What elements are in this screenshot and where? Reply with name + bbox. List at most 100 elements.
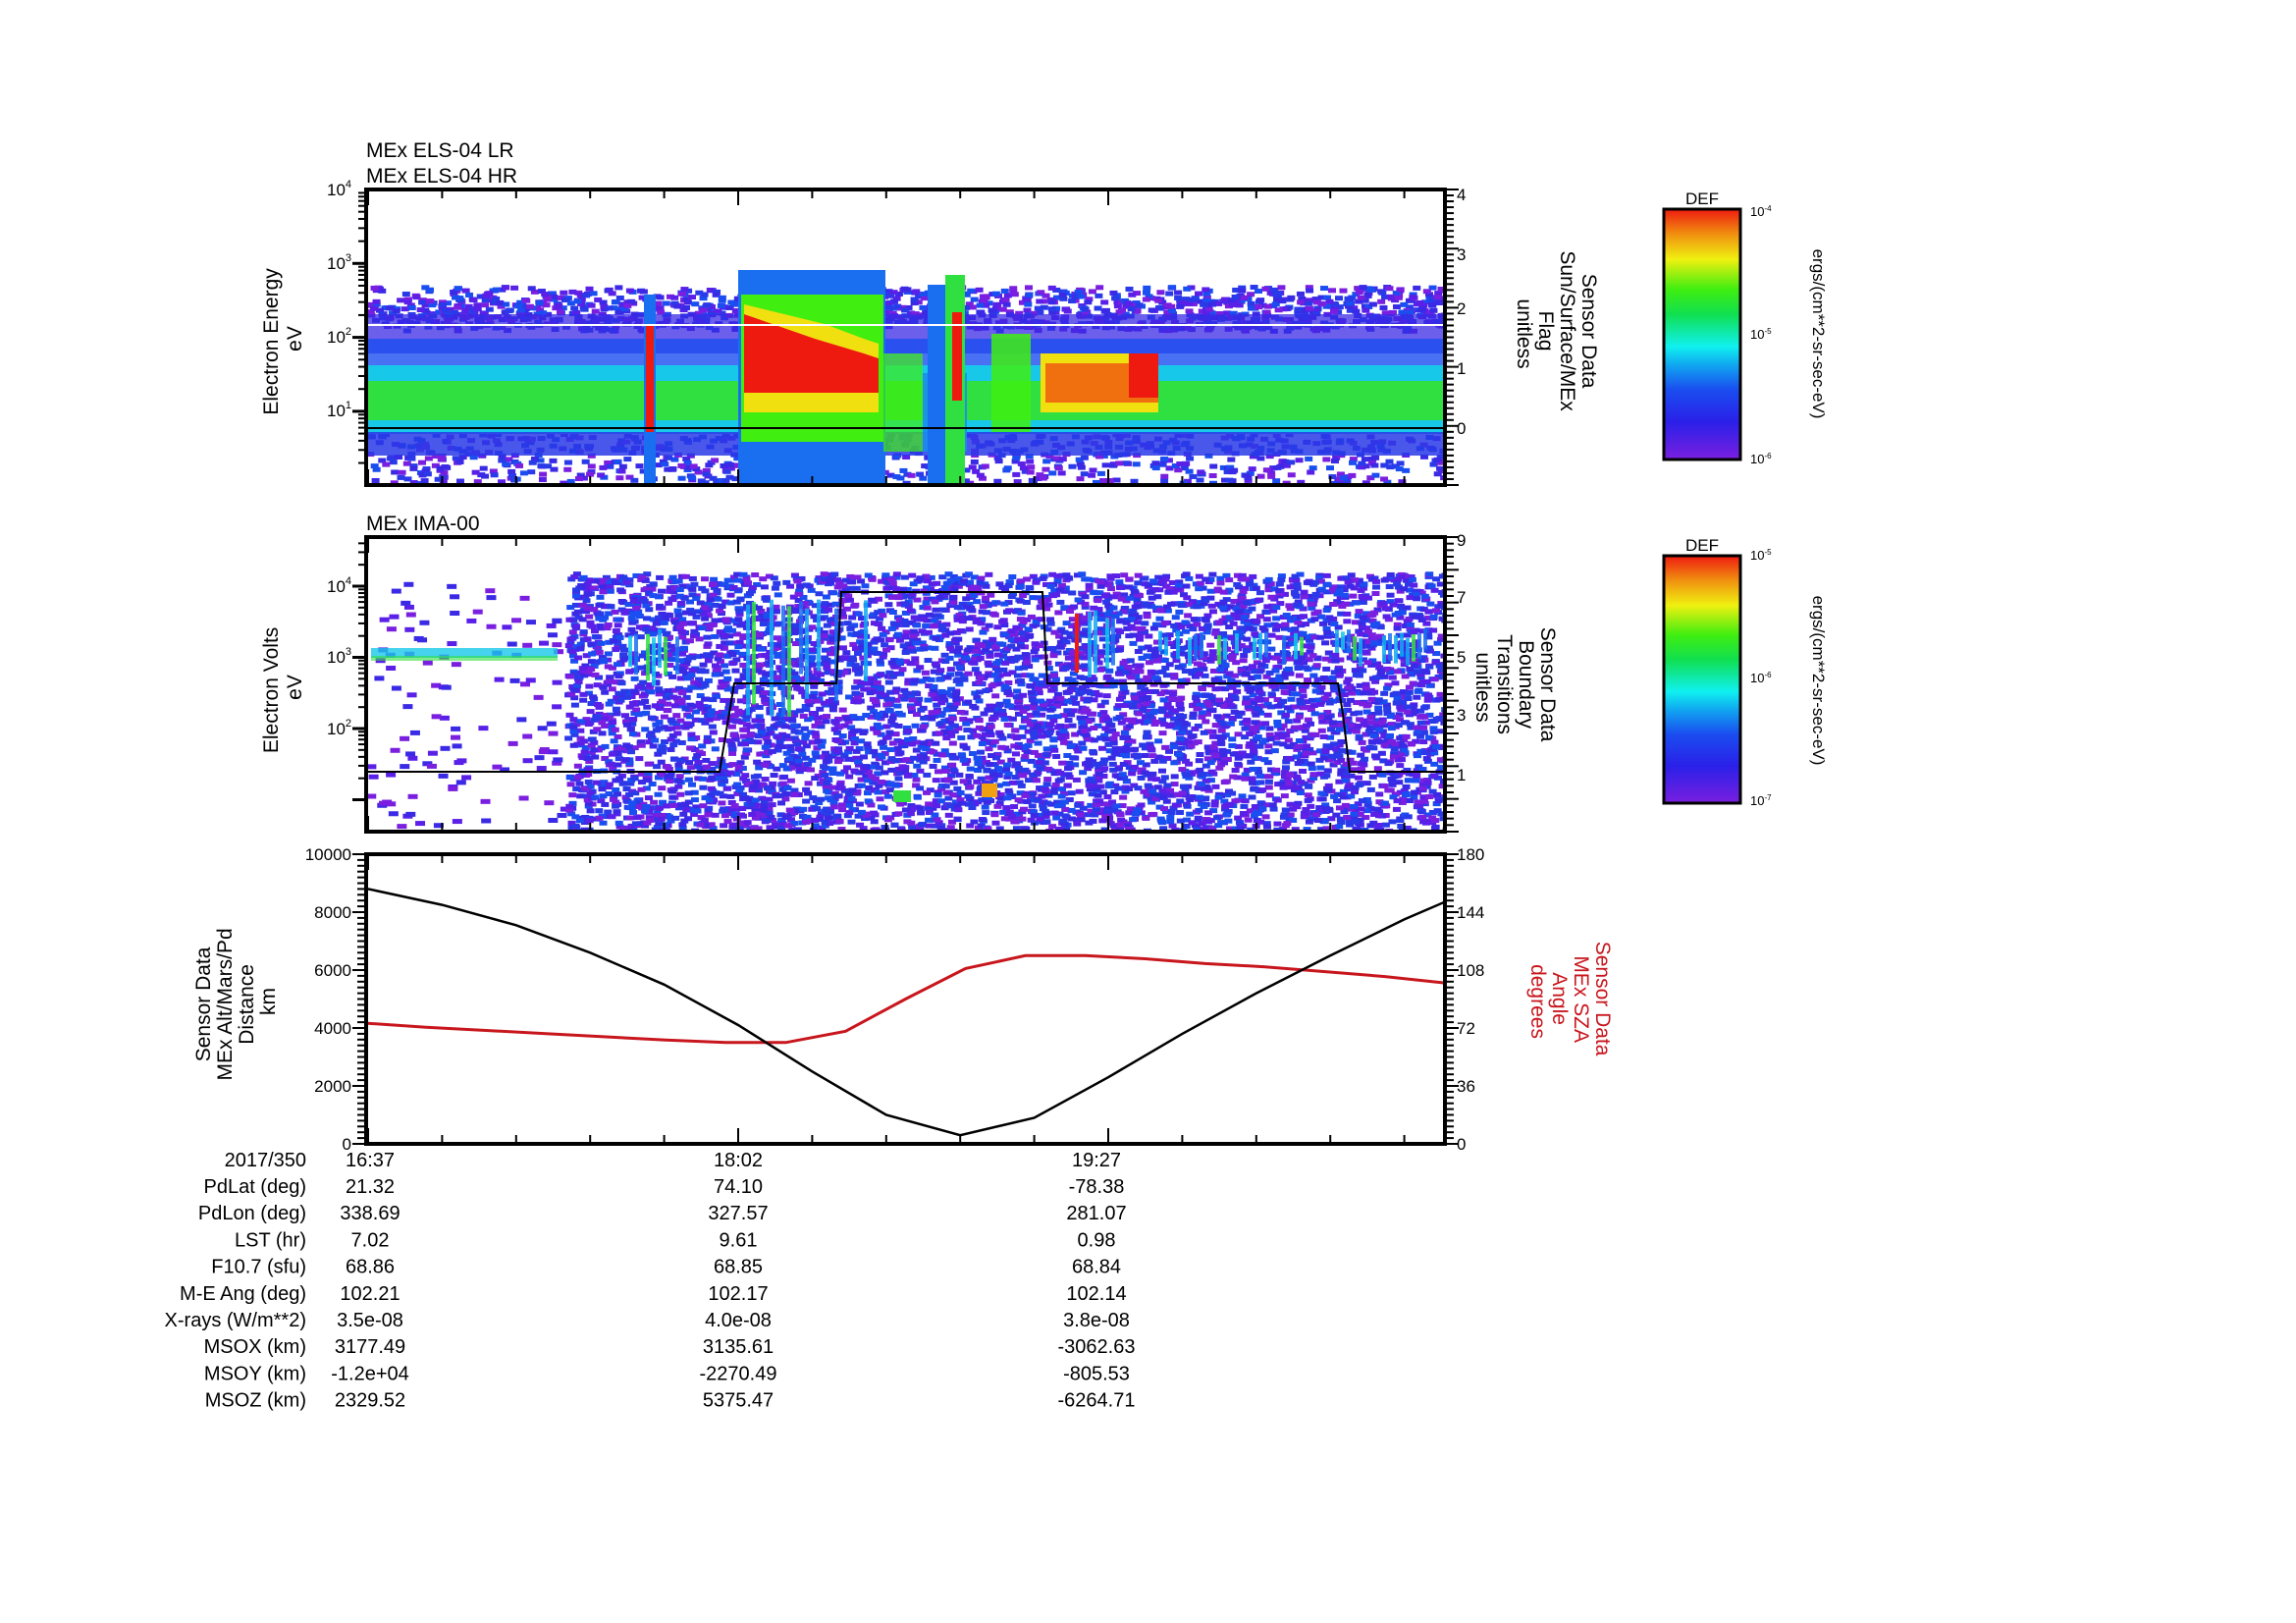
ima-cbar-tick-1e-5: 10-5 [1750, 548, 1772, 563]
els-rtick-1: 1 [1457, 359, 1466, 378]
orbit-rtick-36: 36 [1457, 1077, 1475, 1096]
orbit-ytick-2000: 2000 [314, 1077, 351, 1096]
orbit-right-axis [1445, 853, 1459, 1145]
els-x-ticks [367, 189, 1406, 485]
sza-line [366, 953, 1445, 1045]
eph-row-value: 3.8e-08 [1063, 1310, 1130, 1331]
orbit-ytick-0: 0 [343, 1135, 351, 1154]
orbit-panel: 10000 8000 6000 4000 2000 0 180 144 108 … [192, 845, 1614, 1154]
eph-row-value: 3135.61 [703, 1336, 774, 1358]
els-title-hr: MEx ELS-04 HR [366, 165, 517, 188]
ima-spectrogram [366, 571, 1445, 832]
ima-ytick-1e2: 102 [327, 718, 351, 738]
orbit-ytick-4000: 4000 [314, 1019, 351, 1038]
eph-row-value: -78.38 [1069, 1176, 1125, 1198]
eph-row-value: 0.98 [1078, 1229, 1116, 1251]
eph-row-label: X-rays (W/m**2) [165, 1310, 306, 1331]
eph-row-label: F10.7 (sfu) [211, 1257, 306, 1278]
eph-row-value: 102.21 [340, 1283, 400, 1305]
els-rtick-2: 2 [1457, 299, 1466, 318]
eph-row-label: LST (hr) [235, 1229, 306, 1251]
ima-rtick-3: 3 [1457, 706, 1466, 725]
eph-row-value: 5375.47 [703, 1390, 774, 1412]
els-cbar-tick-1e-5: 10-5 [1750, 327, 1772, 342]
eph-row-value: -2270.49 [700, 1363, 777, 1384]
els-rtick-0: 0 [1457, 419, 1466, 438]
eph-row-value: 2329.52 [335, 1390, 405, 1412]
eph-row-value: 3.5e-08 [337, 1310, 403, 1331]
eph-row-value: -3062.63 [1058, 1336, 1136, 1358]
ima-ytick-1e3: 103 [327, 646, 351, 667]
date-label: 2017/350 [225, 1150, 306, 1171]
eph-row-label: MSOY (km) [204, 1363, 306, 1384]
eph-row-value: 9.61 [720, 1229, 758, 1251]
els-rtick-4: 4 [1457, 186, 1466, 204]
eph-row-label: PdLon (deg) [198, 1203, 306, 1224]
eph-row-value: 338.69 [340, 1203, 400, 1224]
ima-cbar-tick-1e-6: 10-6 [1750, 671, 1772, 685]
ima-x-ticks [367, 537, 1406, 832]
ima-colorbar-units: ergs/(cm**2-sr-sec-eV) [1809, 596, 1828, 766]
orbit-x-ticks [367, 854, 1406, 1144]
eph-row-value: 68.86 [346, 1257, 395, 1278]
ima-rtick-5: 5 [1457, 648, 1466, 667]
els-cbar-tick-1e-6: 10-6 [1750, 452, 1772, 466]
ima-colorbar-title: DEF [1685, 536, 1719, 555]
eph-row-label: M-E Ang (deg) [180, 1283, 306, 1305]
orbit-rtick-72: 72 [1457, 1019, 1475, 1038]
els-colorbar-title: DEF [1685, 189, 1719, 208]
els-ytick-1e3: 103 [327, 252, 351, 273]
ima-colorbar: DEF 10-5 10-6 10-7 ergs/(cm**2-sr-sec-eV… [1662, 536, 1828, 808]
eph-row-label: MSOX (km) [204, 1336, 306, 1358]
els-spectrogram [366, 270, 1445, 485]
eph-row-value: 21.32 [346, 1176, 395, 1198]
orbit-ytick-10000: 10000 [305, 845, 351, 864]
ima-plot-frame [364, 535, 1447, 834]
ima-panel: MEx IMA-00 104 103 102 Electron Volts eV [260, 513, 1828, 834]
els-ytick-1e2: 102 [327, 326, 351, 347]
eph-row-value: 68.85 [714, 1257, 763, 1278]
eph-row-value: 68.84 [1072, 1257, 1121, 1278]
eph-row-value: 4.0e-08 [705, 1310, 772, 1331]
eph-row-value: 327.57 [708, 1203, 768, 1224]
xtick-label-1927: 19:27 [1072, 1150, 1121, 1171]
eph-row-label: PdLat (deg) [203, 1176, 306, 1198]
eph-row-value: -6264.71 [1058, 1390, 1136, 1412]
orbit-y-axis [352, 853, 366, 1145]
ima-right-axis [1445, 536, 1459, 833]
els-ytick-1e4: 104 [327, 179, 351, 199]
ima-cbar-tick-1e-7: 10-7 [1750, 793, 1772, 808]
ima-rtick-7: 7 [1457, 588, 1466, 607]
orbit-rtick-108: 108 [1457, 961, 1484, 980]
els-y-axis: 104 103 102 101 [327, 179, 366, 464]
eph-row-value: -805.53 [1063, 1363, 1130, 1384]
els-rtick-3: 3 [1457, 245, 1466, 264]
els-colorbar: DEF 10-4 10-5 10-6 ergs/(cm**2-sr-sec-eV… [1662, 189, 1828, 466]
ima-y-axis: 104 103 102 [327, 542, 366, 801]
xtick-label-1802: 18:02 [714, 1150, 763, 1171]
eph-row-value: 3177.49 [335, 1336, 405, 1358]
xtick-label-1637: 16:37 [346, 1150, 395, 1171]
orbit-ylabel: Sensor Data MEx Alt/Mars/Pd Distance km [192, 922, 280, 1080]
eph-row-label: MSOZ (km) [205, 1390, 306, 1412]
els-ytick-1e1: 101 [327, 400, 351, 420]
orbit-rtick-180: 180 [1457, 845, 1484, 864]
ima-ylabel: Electron Volts eV [260, 622, 306, 753]
orbit-ytick-6000: 6000 [314, 961, 351, 980]
ephemeris-table: 2017/350 16:37 18:02 19:27 PdLat (deg) 21… [165, 1150, 1136, 1412]
eph-row-value: 102.17 [708, 1283, 768, 1305]
orbit-right-ylabel: Sensor Data MEx SZA Angle degrees [1526, 942, 1614, 1062]
els-right-axis [1445, 189, 1459, 486]
ima-right-ylabel: Sensor Data Boundary Transitions unitles… [1471, 627, 1559, 748]
eph-row-value: 281.07 [1066, 1203, 1126, 1224]
eph-row-value: 7.02 [351, 1229, 390, 1251]
els-cbar-tick-1e-4: 10-4 [1750, 204, 1772, 219]
ima-rtick-1: 1 [1457, 766, 1466, 784]
els-panel: MEx ELS-04 LR MEx ELS-04 HR [260, 139, 1828, 487]
els-title-lr: MEx ELS-04 LR [366, 139, 514, 162]
eph-row-value: -1.2e+04 [331, 1363, 409, 1384]
ima-rtick-9: 9 [1457, 531, 1466, 550]
ima-ytick-1e4: 104 [327, 575, 351, 596]
ima-title: MEx IMA-00 [366, 513, 480, 535]
